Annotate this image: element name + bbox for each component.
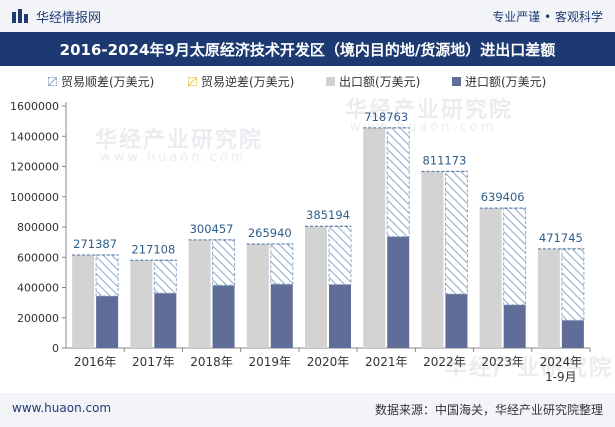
y-tick-label: 1400000 [10, 130, 59, 143]
surplus-bar [444, 170, 468, 295]
y-tick-label: 0 [52, 342, 59, 355]
surplus-bar [153, 259, 177, 294]
watermark-url: www.huaon.com [350, 120, 497, 135]
watermark-url: www.huaon.com [100, 150, 247, 165]
import-bar [329, 284, 351, 348]
chart-title: 2016-2024年9月太原经济技术开发区（境内目的地/货源地）进出口差额 [59, 41, 556, 59]
chart-plot: 0 200000 400000 600000 800000 1000000 1200000 1… [10, 100, 591, 384]
data-source: 数据来源：中国海关，华经产业研究院整理 [374, 403, 603, 417]
export-bar [72, 254, 95, 348]
export-bar [537, 248, 560, 348]
tagline: 专业严谨 • 客观科学 [492, 10, 603, 24]
export-bar [363, 127, 386, 349]
y-tick-label: 1000000 [10, 191, 59, 204]
export-bar [130, 260, 153, 348]
huajing-logo-icon [12, 9, 28, 23]
import-bar [154, 293, 177, 348]
footer-website: www.huaon.com [12, 401, 112, 415]
x-tick-label: 2016年 [74, 355, 117, 369]
export-bar [479, 208, 502, 348]
surplus-data-label: 271387 [73, 237, 117, 251]
title-bar [0, 32, 615, 66]
x-tick-label: 2021年 [365, 355, 408, 369]
brand-name: 华经情报网 [36, 11, 102, 26]
x-tick-label: 2018年 [190, 355, 233, 369]
surplus-data-label: 718763 [364, 110, 408, 124]
export-bar [305, 226, 327, 348]
legend-swatch-export [326, 77, 335, 86]
x-tick-label: 2022年 [423, 355, 466, 369]
y-tick-label: 1600000 [10, 100, 59, 113]
surplus-data-label: 471745 [539, 231, 583, 245]
surplus-data-label: 265940 [248, 226, 292, 240]
import-bar [270, 284, 293, 348]
y-tick-label: 800000 [17, 221, 59, 234]
surplus-bar [561, 248, 585, 321]
surplus-data-label: 217108 [131, 242, 175, 256]
import-bar [387, 236, 410, 348]
import-bar [212, 285, 235, 348]
y-tick-label: 1200000 [10, 161, 59, 174]
export-bar [188, 239, 211, 348]
surplus-bar [386, 127, 410, 238]
watermark-text: 华经产业研究院 [345, 98, 514, 123]
x-tick-label: 2023年 [481, 355, 524, 369]
watermark-text: 华经产业研究院 [95, 128, 264, 153]
x-tick-label: 2019年 [249, 355, 292, 369]
surplus-bar [328, 225, 352, 286]
y-tick-label: 600000 [17, 251, 59, 264]
import-bar [561, 320, 584, 348]
y-tick-label: 400000 [17, 282, 59, 295]
import-bar [503, 304, 526, 348]
legend-label-export: 出口额(万美元) [339, 75, 421, 89]
surplus-bar [95, 254, 119, 297]
import-bar [445, 294, 468, 348]
x-tick-label: 2020年 [307, 355, 350, 369]
legend-label-surplus: 贸易顺差(万美元) [61, 75, 155, 89]
surplus-data-label: 811173 [422, 153, 466, 167]
legend-label-import: 进口额(万美元) [465, 75, 547, 89]
y-tick-label: 200000 [17, 312, 59, 325]
x-tick-label: 2024年 [540, 355, 583, 369]
legend-swatch-deficit [188, 77, 197, 86]
export-bar [246, 243, 269, 348]
surplus-bar [503, 207, 527, 306]
surplus-data-label: 385194 [306, 208, 350, 222]
footer-bar [0, 393, 615, 427]
surplus-bar [270, 243, 294, 285]
legend-swatch-surplus [48, 77, 57, 86]
import-bar [96, 296, 119, 348]
top-header-bar: 华经情报网 专业严谨 • 客观科学 [0, 0, 615, 32]
x-tick-label: 1-9月 [545, 370, 577, 384]
chart-legend: 贸易顺差(万美元) 贸易逆差(万美元) 出口额(万美元) 进口额(万美元) [0, 73, 615, 93]
watermark-text: 华经产业研究院 [445, 356, 614, 381]
surplus-data-label: 639406 [481, 190, 525, 204]
surplus-bar [212, 239, 236, 286]
legend-label-deficit: 贸易逆差(万美元) [201, 75, 295, 89]
export-bar [421, 171, 444, 348]
x-tick-label: 2017年 [132, 355, 175, 369]
surplus-data-label: 300457 [190, 222, 234, 236]
legend-swatch-import [452, 77, 461, 86]
